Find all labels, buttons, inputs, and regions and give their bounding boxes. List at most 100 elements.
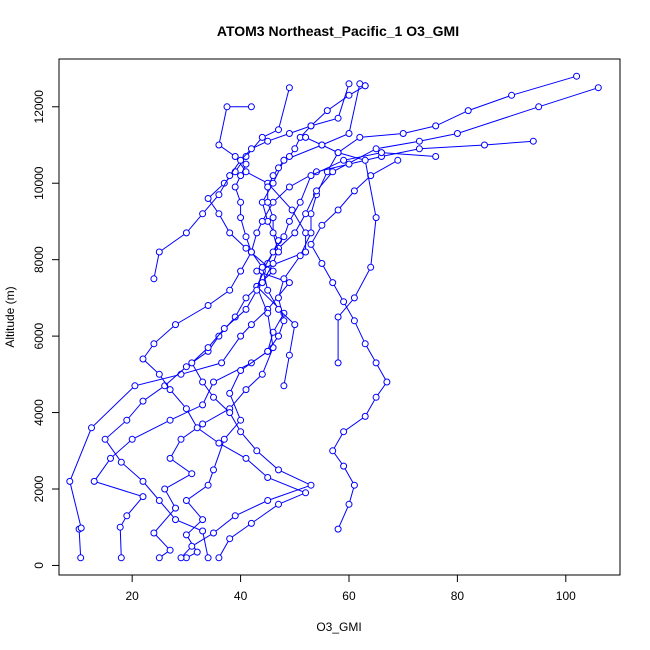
data-point (237, 416, 245, 424)
data-point (150, 529, 158, 537)
data-point (242, 153, 250, 160)
data-point (275, 305, 282, 313)
data-point (296, 198, 304, 206)
data-point (161, 485, 169, 493)
data-point (285, 183, 293, 191)
data-point (77, 554, 85, 562)
data-point (307, 172, 315, 180)
data-point (269, 267, 277, 275)
data-point (302, 489, 310, 497)
series-2 (90, 84, 293, 562)
data-point (258, 279, 266, 287)
data-point (350, 481, 358, 489)
data-point (242, 244, 250, 252)
data-point (204, 554, 212, 562)
data-point (242, 294, 250, 302)
data-point (172, 504, 179, 512)
series-line (185, 75, 577, 559)
data-point (182, 497, 190, 504)
data-point (155, 248, 163, 256)
data-point (345, 80, 353, 88)
data-point (155, 370, 163, 378)
data-point (264, 137, 272, 145)
data-point (340, 156, 348, 164)
data-point (399, 130, 407, 137)
data-point (231, 512, 239, 520)
data-point (307, 481, 315, 489)
data-point (334, 114, 342, 122)
data-point (177, 435, 185, 443)
data-point (150, 275, 158, 283)
y-tick-label: 2000 (32, 475, 46, 502)
data-point (242, 160, 250, 168)
data-point (432, 153, 440, 160)
data-point (264, 198, 272, 206)
data-point (535, 103, 543, 111)
data-point (432, 122, 440, 130)
data-point (177, 554, 185, 562)
data-point (264, 286, 272, 294)
data-point (318, 221, 326, 229)
data-point (177, 370, 185, 378)
data-point (199, 516, 207, 524)
data-point (318, 141, 326, 149)
data-point (361, 412, 369, 420)
data-point (329, 447, 337, 455)
data-point (269, 344, 277, 352)
data-point (269, 179, 277, 187)
data-point (199, 378, 207, 386)
x-axis-label: O3_GMI (316, 620, 361, 634)
series-4 (182, 72, 581, 562)
data-point (215, 554, 223, 562)
data-point (193, 548, 201, 556)
data-point (223, 103, 231, 111)
plot-area (66, 72, 602, 562)
data-point (264, 309, 272, 317)
data-point (361, 82, 369, 90)
data-point (285, 217, 293, 225)
data-point (372, 145, 380, 153)
data-point (264, 474, 272, 481)
data-point (302, 210, 310, 218)
data-point (242, 454, 250, 462)
data-point (237, 367, 245, 374)
data-point (182, 531, 190, 539)
data-point (334, 206, 342, 214)
series-line (93, 87, 290, 558)
data-point (280, 275, 288, 283)
data-point (166, 416, 174, 424)
data-point (340, 298, 348, 306)
data-point (237, 198, 245, 206)
data-point (288, 206, 296, 214)
data-point (334, 313, 342, 321)
data-point (139, 493, 147, 501)
data-point (345, 91, 353, 99)
data-point (307, 122, 315, 130)
series-8 (307, 156, 402, 533)
data-point (237, 214, 245, 222)
data-point (269, 172, 277, 180)
data-point (253, 447, 261, 455)
y-tick-label: 6000 (32, 322, 46, 349)
data-point (313, 187, 320, 195)
data-point (264, 497, 272, 504)
data-point (280, 382, 288, 390)
data-point (258, 370, 266, 378)
data-point (302, 133, 310, 141)
data-point (383, 378, 391, 386)
data-point (172, 321, 179, 329)
y-axis-label: Altitude (m) (3, 286, 17, 347)
data-point (199, 401, 207, 409)
data-point (155, 554, 163, 562)
data-point (204, 195, 212, 202)
data-point (253, 286, 261, 294)
y-tick-label: 0 (32, 562, 46, 569)
data-point (107, 454, 114, 462)
data-point (166, 546, 174, 554)
data-point (90, 477, 98, 485)
data-point (415, 145, 423, 153)
data-point (247, 103, 255, 111)
data-point (291, 229, 299, 237)
y-axis: 0 2000 4000 6000 8000 10000 12000 (32, 90, 60, 569)
data-point (88, 424, 95, 432)
